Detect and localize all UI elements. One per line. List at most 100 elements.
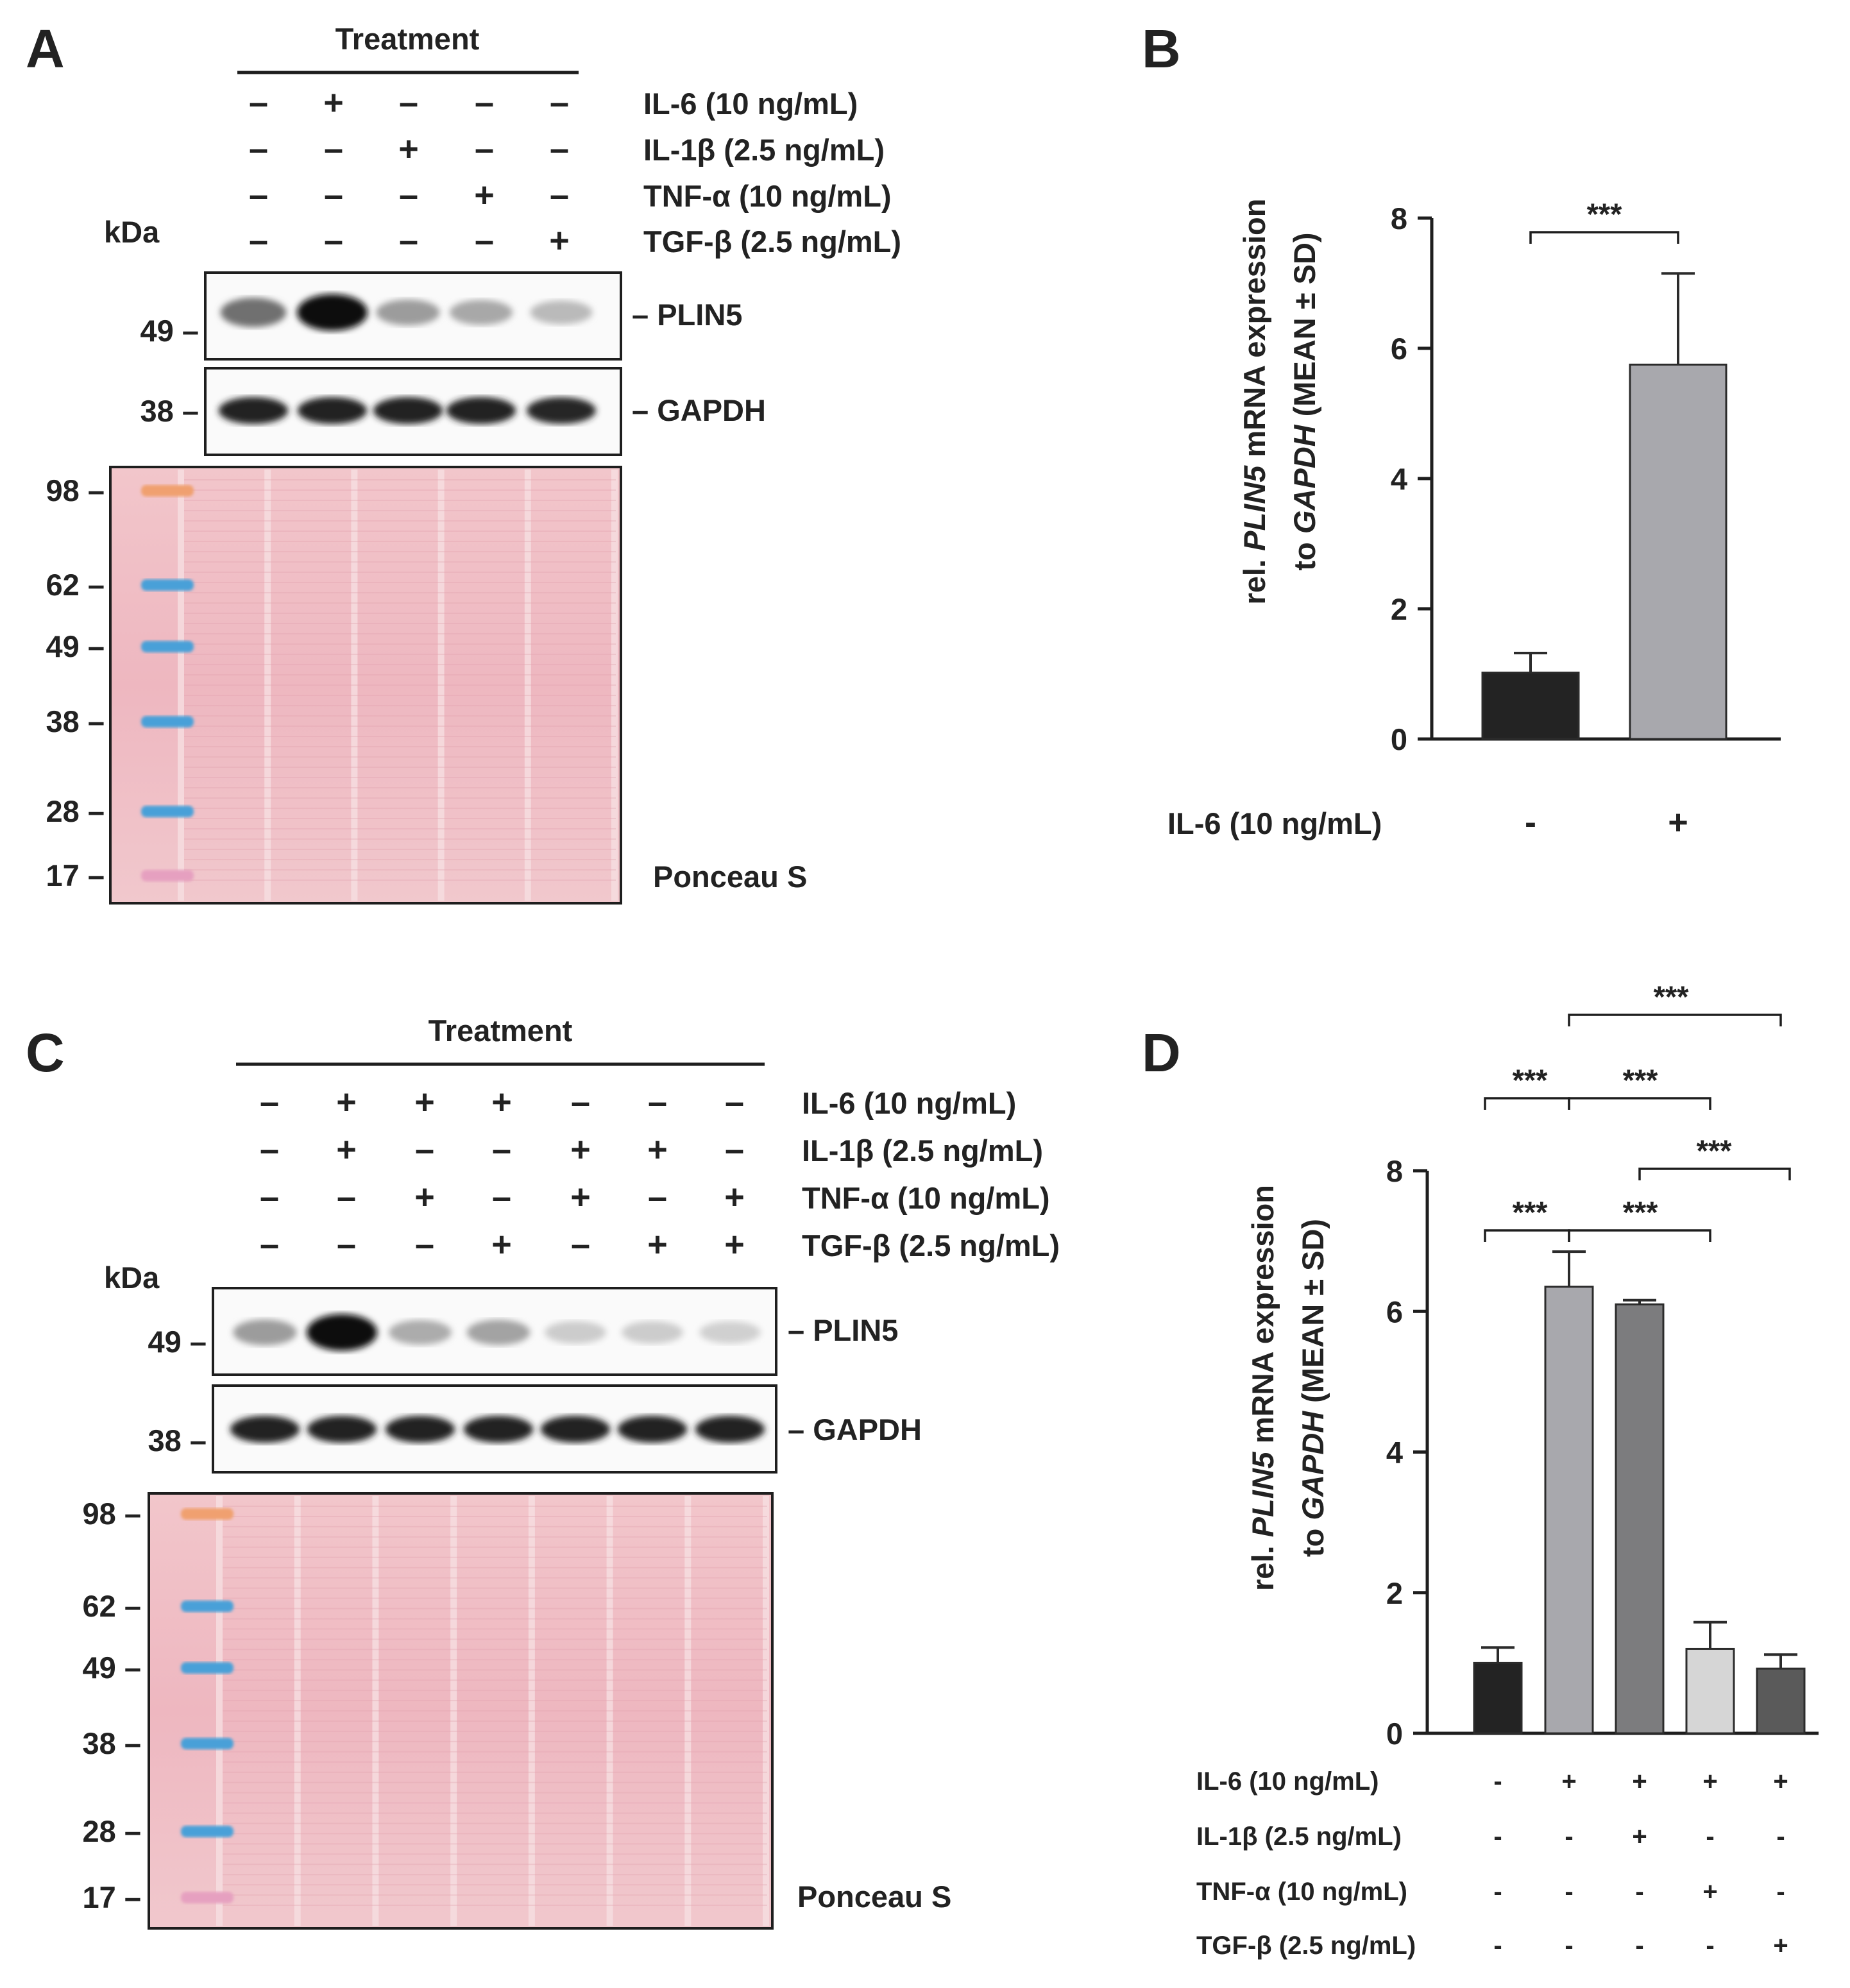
treatment-sign: – bbox=[337, 1225, 356, 1264]
treatment-sign: – bbox=[571, 1083, 590, 1121]
y-axis-label-part: to bbox=[1296, 1520, 1330, 1557]
protein-band bbox=[463, 1416, 534, 1443]
gapdh-bands bbox=[218, 397, 597, 424]
ladder-band bbox=[181, 1601, 233, 1612]
treatment-sign: – bbox=[648, 1083, 667, 1121]
bar bbox=[1685, 1647, 1735, 1735]
plin5-marker: 49 – bbox=[148, 1325, 207, 1359]
ponceau-label: Ponceau S bbox=[797, 1880, 951, 1914]
treatment-sign: – bbox=[550, 130, 569, 168]
protein-band bbox=[307, 1416, 377, 1443]
ladder-marker: 98 – bbox=[46, 473, 105, 507]
ladder-marker: 17 – bbox=[46, 858, 105, 892]
treatment-sign: + bbox=[414, 1178, 435, 1216]
protein-band bbox=[699, 1321, 761, 1344]
treatment-sign: – bbox=[475, 130, 494, 168]
panel-label-b: B bbox=[1142, 19, 1181, 79]
lane-gap bbox=[450, 1496, 457, 1926]
ladder-marker: 98 – bbox=[83, 1497, 141, 1531]
ponceau-lanes bbox=[216, 1496, 769, 1926]
treatment-sign: – bbox=[550, 176, 569, 214]
protein-band bbox=[530, 300, 593, 325]
lane-gap bbox=[264, 470, 271, 901]
treatment-sign: – bbox=[249, 176, 268, 214]
treatment-sign: + bbox=[336, 1130, 357, 1169]
y-axis-label-part: PLIN5 bbox=[1246, 1451, 1280, 1537]
treatment-sign: – bbox=[475, 221, 494, 260]
condition-sign: + bbox=[1702, 1767, 1717, 1796]
treatment-sign: – bbox=[249, 83, 268, 122]
lane-gap bbox=[216, 1496, 223, 1926]
y-tick-label: 0 bbox=[1391, 722, 1407, 756]
significance-label: *** bbox=[1654, 980, 1690, 1014]
plin5-bands bbox=[220, 294, 593, 331]
significance-label: *** bbox=[1623, 1195, 1659, 1229]
ladder-marker: 38 – bbox=[83, 1726, 141, 1760]
treatment-sign: + bbox=[491, 1225, 512, 1264]
treatment-sign: + bbox=[724, 1178, 745, 1216]
gapdh-marker: 38 – bbox=[140, 394, 199, 428]
treatment-sign: + bbox=[570, 1178, 591, 1216]
y-axis-label-part: PLIN5 bbox=[1237, 465, 1271, 551]
condition-label: TNF-α (10 ng/mL) bbox=[1196, 1878, 1407, 1906]
lane-gap bbox=[178, 470, 184, 901]
y-axis-label-part: rel. bbox=[1237, 551, 1271, 605]
condition-sign: + bbox=[1773, 1932, 1788, 1960]
treatment-sign: – bbox=[249, 221, 268, 260]
ladder-band bbox=[181, 1738, 233, 1749]
kda-label: kDa bbox=[104, 1261, 160, 1295]
treatment-sign: – bbox=[337, 1178, 356, 1216]
treatment-sign: – bbox=[399, 176, 418, 214]
gapdh-bands bbox=[230, 1416, 765, 1443]
plin5-bands bbox=[233, 1314, 761, 1351]
treatment-sign: + bbox=[724, 1225, 745, 1264]
ladder-band bbox=[141, 870, 194, 881]
ponceau-membrane bbox=[109, 466, 622, 905]
condition-label: TGF-β (2.5 ng/mL) bbox=[802, 1228, 1060, 1262]
treatment-sign: + bbox=[414, 1083, 435, 1121]
significance-bracket bbox=[1568, 1229, 1711, 1242]
condition-label: IL-6 (10 ng/mL) bbox=[1167, 806, 1382, 840]
ladder-marker: 62 – bbox=[83, 1589, 141, 1623]
condition-sign: - bbox=[1635, 1932, 1643, 1960]
significance-bracket bbox=[1529, 231, 1679, 244]
condition-sign: + bbox=[1561, 1767, 1576, 1796]
significance-label: *** bbox=[1587, 197, 1623, 231]
ladder-marker: 49 – bbox=[46, 629, 105, 663]
kda-label: kDa bbox=[104, 215, 160, 249]
protein-band bbox=[622, 1321, 683, 1344]
ladder-band bbox=[181, 1826, 233, 1837]
significance-label: *** bbox=[1513, 1195, 1549, 1229]
plin5-label: – PLIN5 bbox=[632, 298, 742, 332]
condition-sign: - bbox=[1493, 1822, 1502, 1851]
treatment-sign: + bbox=[647, 1225, 668, 1264]
ladder-marker: 38 – bbox=[46, 704, 105, 738]
condition-label: TGF-β (2.5 ng/mL) bbox=[1196, 1932, 1416, 1960]
condition-sign: - bbox=[1493, 1932, 1502, 1960]
treatment-sign: – bbox=[492, 1178, 511, 1216]
condition-label: IL-6 (10 ng/mL) bbox=[802, 1086, 1016, 1120]
significance-bracket bbox=[1568, 1014, 1782, 1026]
ladder-band bbox=[141, 579, 194, 591]
panel-label-d: D bbox=[1142, 1023, 1181, 1083]
condition-label: IL-1β (2.5 ng/mL) bbox=[802, 1134, 1043, 1168]
treatment-sign: – bbox=[725, 1130, 744, 1169]
significance-label: *** bbox=[1697, 1134, 1733, 1168]
significance-label: *** bbox=[1513, 1063, 1549, 1097]
treatment-sign: – bbox=[648, 1178, 667, 1216]
gapdh-label: – GAPDH bbox=[788, 1413, 922, 1447]
bar bbox=[1756, 1667, 1806, 1735]
y-axis-label-part: (MEAN ± SD) bbox=[1296, 1219, 1330, 1411]
lane-gap bbox=[294, 1496, 301, 1926]
y-axis-label-part: to bbox=[1287, 534, 1321, 570]
treatment-sign: + bbox=[491, 1083, 512, 1121]
y-axis-label: rel. PLIN5 mRNA expression bbox=[1237, 199, 1271, 605]
condition-sign: - bbox=[1493, 1767, 1502, 1796]
ladder-band bbox=[141, 716, 194, 727]
lane-gap bbox=[528, 1496, 535, 1926]
treatment-sign: – bbox=[415, 1130, 434, 1169]
ladder-marker: 17 – bbox=[83, 1880, 141, 1914]
treatment-sign: – bbox=[324, 130, 343, 168]
y-tick-label: 2 bbox=[1386, 1576, 1403, 1610]
treatment-sign: + bbox=[549, 221, 570, 260]
